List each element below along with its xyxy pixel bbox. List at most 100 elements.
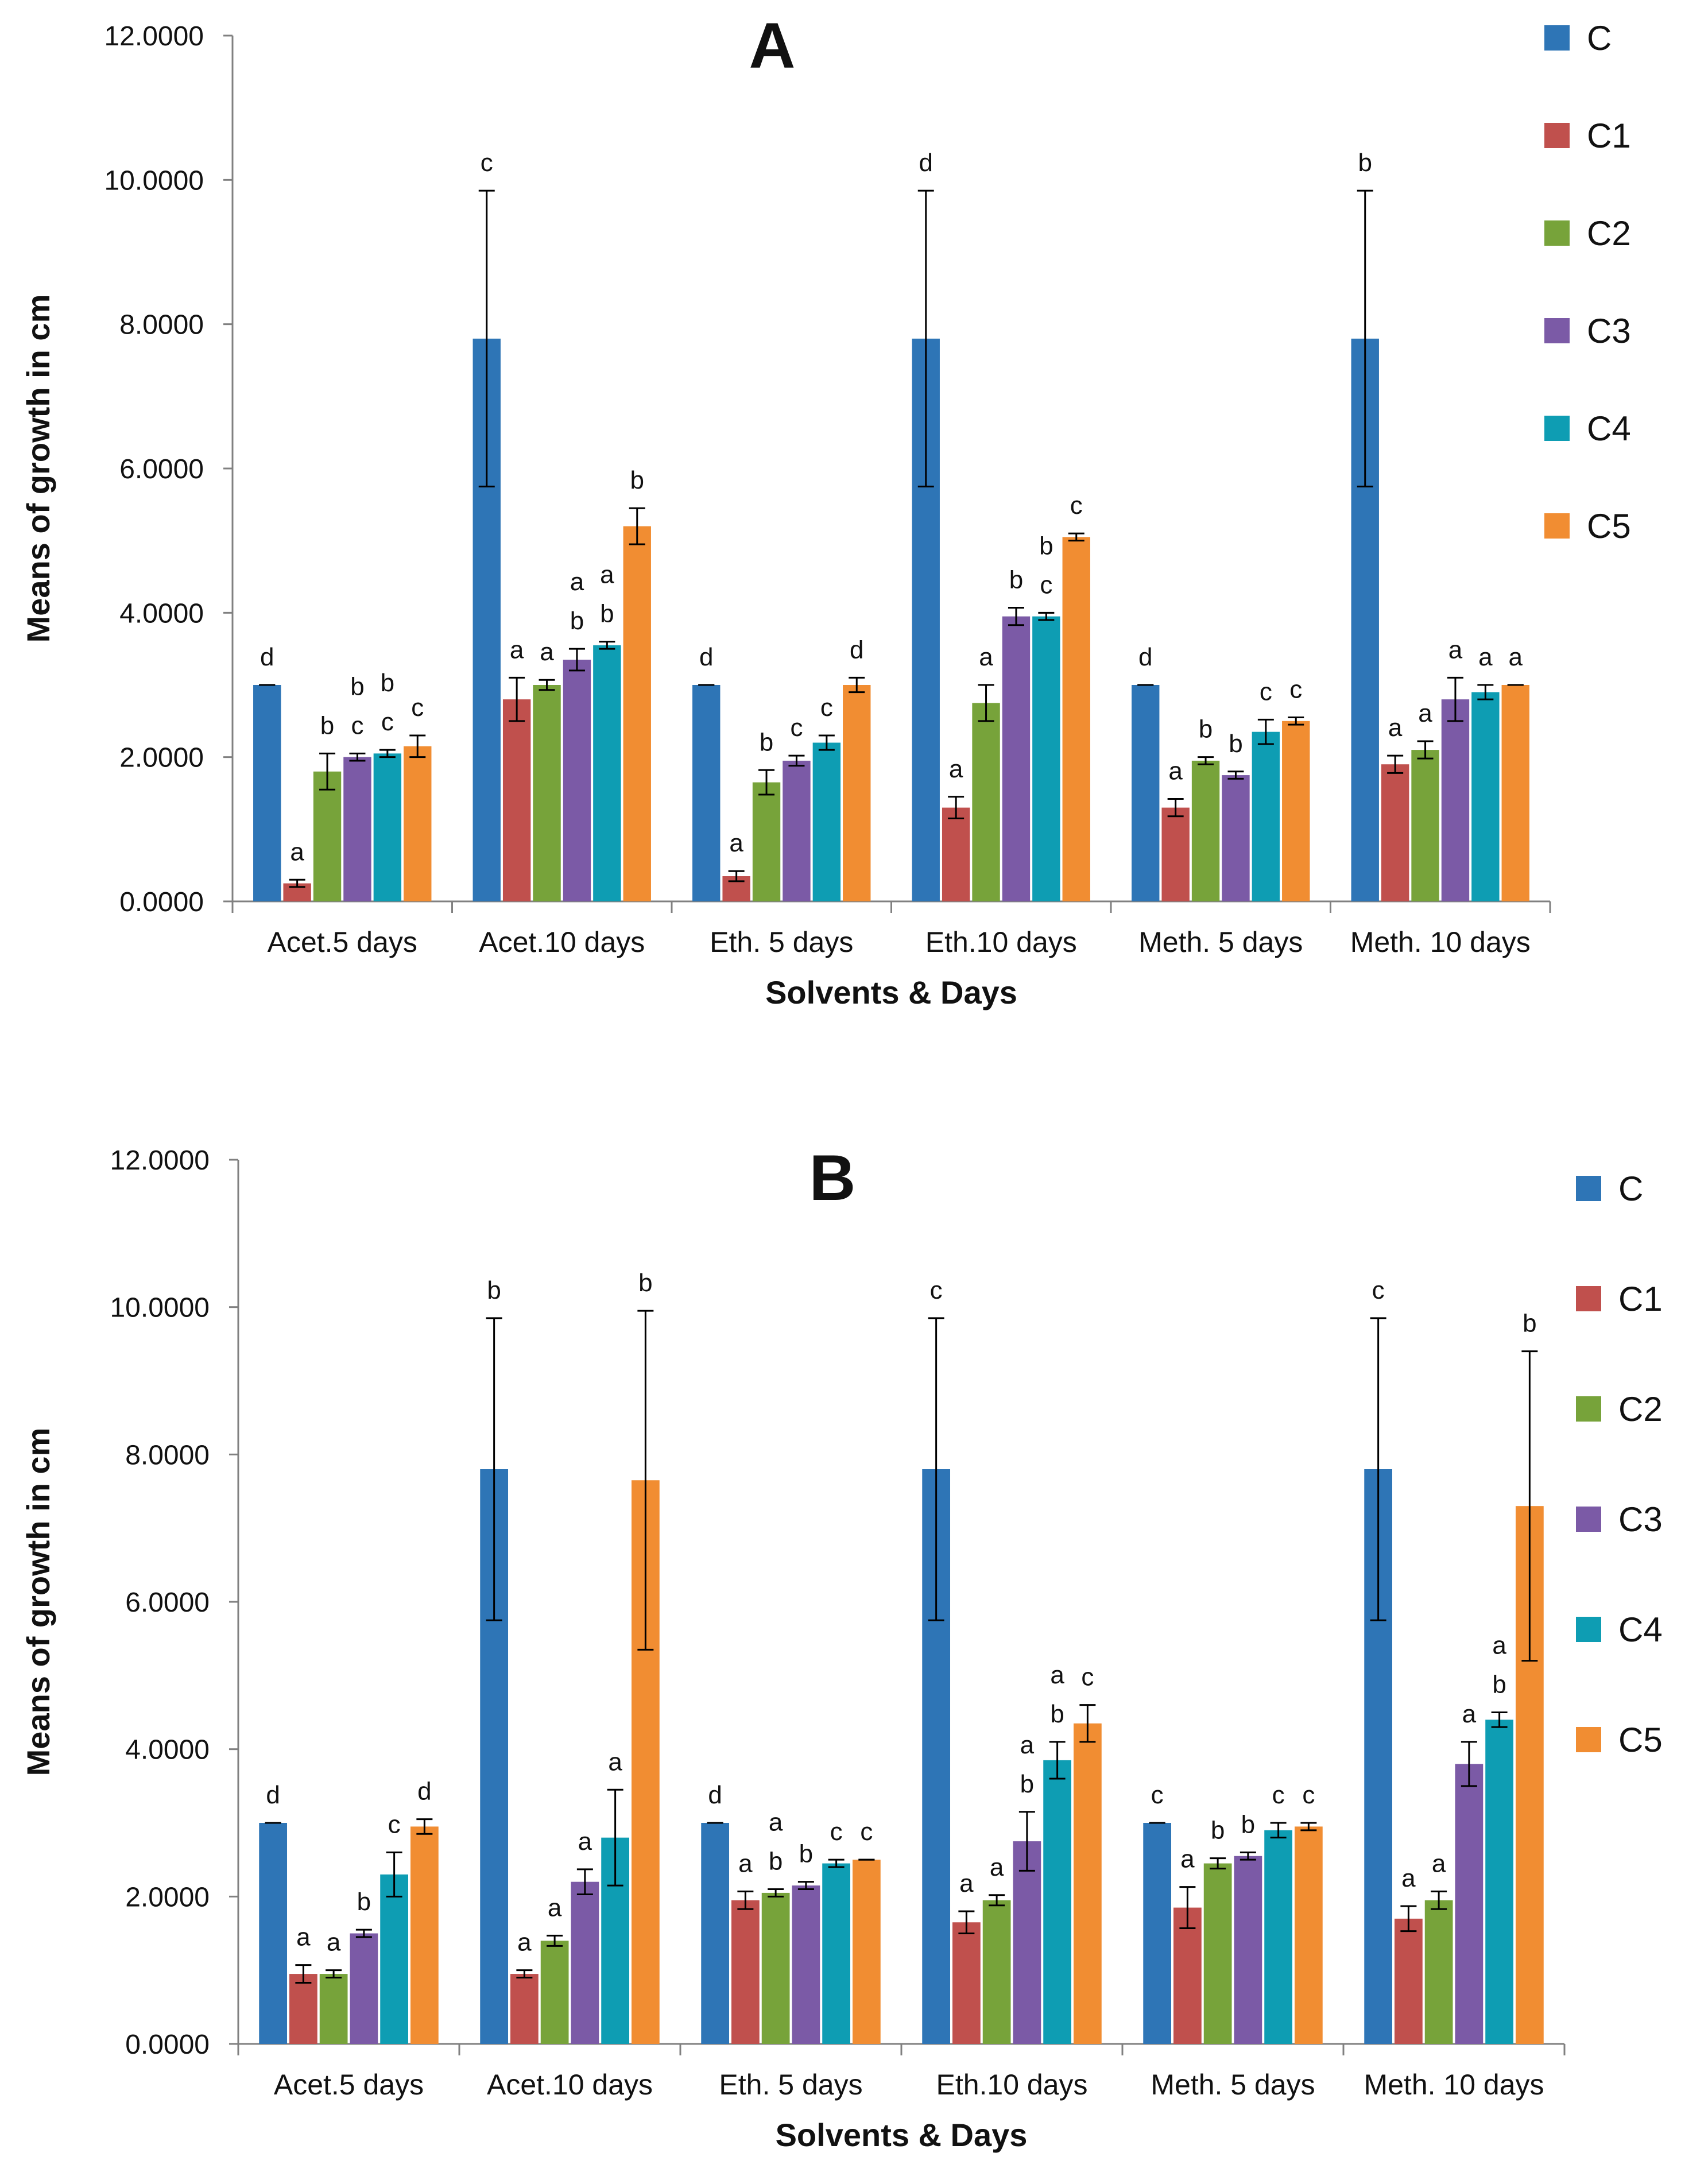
significance-letter: a bbox=[1448, 636, 1463, 664]
legend-swatch-c5 bbox=[1544, 513, 1570, 539]
bar-c1 bbox=[1161, 807, 1190, 901]
legend-swatch-c5 bbox=[1576, 1727, 1601, 1752]
significance-letter: a bbox=[578, 1827, 592, 1856]
legend-label: C5 bbox=[1618, 1721, 1663, 1759]
bar-c bbox=[1132, 685, 1160, 901]
bar-c5 bbox=[1294, 1826, 1323, 2044]
significance-letter: b bbox=[1199, 715, 1213, 744]
legend-label: C2 bbox=[1618, 1390, 1663, 1428]
legend-swatch-c4 bbox=[1544, 416, 1570, 441]
significance-letter: d bbox=[708, 1781, 722, 1809]
significance-letter: c bbox=[1070, 491, 1083, 520]
significance-letter: b bbox=[1039, 532, 1053, 560]
significance-letter: a bbox=[600, 561, 614, 589]
bar-c4 bbox=[812, 742, 841, 901]
y-axis-title: Means of growth in cm bbox=[20, 295, 56, 643]
bar-c3 bbox=[343, 757, 371, 901]
significance-letter: c bbox=[830, 1818, 843, 1846]
chart-panel-a: 0.0000 2.0000 4.0000 6.0000 8.0000 10.0000 12.… bbox=[0, 0, 1681, 1033]
significance-letter: d bbox=[417, 1778, 431, 1806]
significance-letter: c bbox=[930, 1276, 943, 1304]
bar-c1 bbox=[952, 1922, 981, 2044]
bar-c2 bbox=[982, 1900, 1011, 2044]
bar-c1 bbox=[942, 807, 970, 901]
significance-letter: c bbox=[351, 711, 363, 739]
legend-swatch-c4 bbox=[1576, 1617, 1601, 1642]
bar-c1 bbox=[1381, 764, 1409, 901]
y-tick-label: 4.0000 bbox=[125, 1735, 210, 1765]
significance-letter: c bbox=[790, 714, 803, 742]
significance-letter: b bbox=[630, 466, 644, 494]
bar-c bbox=[692, 685, 721, 901]
significance-letter: b bbox=[1211, 1817, 1225, 1845]
bar-c2 bbox=[1191, 760, 1220, 901]
bar-c bbox=[253, 685, 281, 901]
bar-c3 bbox=[783, 760, 811, 901]
x-axis-title: Solvents & Days bbox=[776, 2117, 1028, 2153]
significance-letter: c bbox=[1151, 1781, 1164, 1809]
bar-c3 bbox=[350, 1933, 378, 2044]
bar-c2 bbox=[972, 703, 1000, 901]
significance-letter: b bbox=[1050, 1700, 1064, 1728]
significance-letter: b bbox=[1523, 1310, 1536, 1338]
significance-letter: c bbox=[1272, 1781, 1285, 1809]
bar-c5 bbox=[843, 685, 871, 901]
y-tick-label: 0.0000 bbox=[125, 2030, 210, 2060]
x-category-label: Eth. 5 days bbox=[710, 926, 853, 958]
significance-letter: c bbox=[381, 708, 394, 736]
significance-letter: b bbox=[600, 600, 614, 628]
bar-c4 bbox=[380, 1874, 408, 2044]
legend-swatch-c2 bbox=[1544, 220, 1570, 246]
bar-c2 bbox=[752, 782, 781, 901]
significance-letter: d bbox=[850, 636, 863, 664]
y-axis-title: Means of growth in cm bbox=[20, 1428, 56, 1776]
significance-letter: a bbox=[1492, 1632, 1506, 1660]
legend-swatch-c1 bbox=[1576, 1286, 1601, 1311]
significance-letter: a bbox=[729, 829, 743, 857]
legend-label: C1 bbox=[1618, 1280, 1663, 1318]
chart-title: B bbox=[809, 1142, 856, 1214]
bar-c5 bbox=[1282, 721, 1310, 901]
bar-c3 bbox=[1455, 1764, 1484, 2044]
significance-letter: b bbox=[1492, 1671, 1506, 1699]
significance-letter: c bbox=[481, 149, 493, 177]
bar-c4 bbox=[1485, 1720, 1513, 2044]
significance-letter: a bbox=[540, 638, 554, 666]
x-category-label: Eth.10 days bbox=[925, 926, 1077, 958]
bar-c5 bbox=[623, 526, 651, 901]
significance-letter: d bbox=[260, 643, 274, 671]
x-category-label: Meth. 10 days bbox=[1350, 926, 1531, 958]
bar-c bbox=[701, 1823, 730, 2044]
x-category-label: Acet.10 days bbox=[479, 926, 645, 958]
chart-a-svg: 0.0000 2.0000 4.0000 6.0000 8.0000 10.0000 12.… bbox=[20, 10, 1631, 1010]
significance-letter: b bbox=[1358, 149, 1372, 177]
bar-c3 bbox=[571, 1881, 599, 2044]
y-tick-label: 4.0000 bbox=[119, 598, 204, 629]
bar-c3 bbox=[1441, 699, 1470, 901]
significance-letter: a bbox=[290, 838, 304, 866]
significance-letter: a bbox=[1168, 757, 1183, 785]
bar-c3 bbox=[792, 1885, 820, 2044]
significance-letter: a bbox=[1388, 714, 1403, 742]
bar-c5 bbox=[404, 746, 432, 901]
significance-letter: b bbox=[487, 1276, 501, 1304]
bar-c2 bbox=[533, 685, 561, 901]
significance-letter: c bbox=[411, 694, 424, 722]
significance-letter: b bbox=[1020, 1770, 1034, 1798]
legend-swatch-c1 bbox=[1544, 123, 1570, 148]
x-category-label: Meth. 5 days bbox=[1138, 926, 1303, 958]
legend-label: C bbox=[1618, 1170, 1643, 1208]
significance-letter: c bbox=[388, 1810, 401, 1838]
significance-letter: a bbox=[979, 643, 993, 671]
significance-letter: a bbox=[517, 1929, 532, 1957]
y-tick-label: 12.0000 bbox=[110, 1145, 210, 1176]
y-tick-label: 6.0000 bbox=[119, 454, 204, 485]
bar-c4 bbox=[1032, 616, 1060, 901]
bar-c1 bbox=[1173, 1907, 1202, 2044]
significance-letter: b bbox=[350, 672, 364, 700]
bar-c1 bbox=[510, 1974, 539, 2044]
significance-letter: a bbox=[1050, 1661, 1064, 1689]
bar-c1 bbox=[731, 1900, 760, 2044]
significance-letter: a bbox=[510, 636, 524, 664]
chart-title: A bbox=[749, 10, 796, 82]
